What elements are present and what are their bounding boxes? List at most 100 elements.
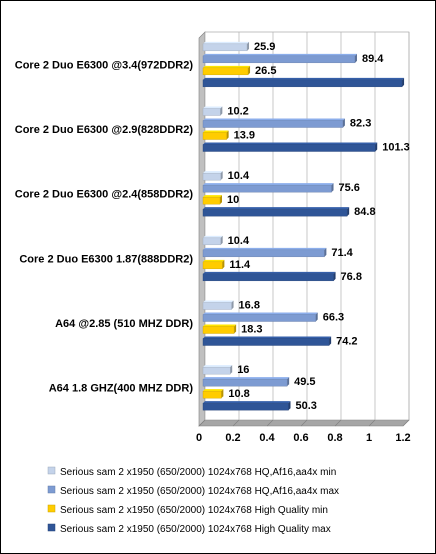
bar xyxy=(202,41,250,52)
bar-end xyxy=(220,235,223,245)
bar-end xyxy=(354,53,357,63)
data-label: 76.8 xyxy=(341,271,362,283)
bar-end xyxy=(231,300,234,310)
bar-end xyxy=(333,271,336,281)
bar-face xyxy=(202,67,249,76)
bar-face xyxy=(202,79,403,88)
bar-top xyxy=(203,235,223,238)
bar-face xyxy=(202,366,231,375)
bar-face xyxy=(202,144,376,152)
bar xyxy=(202,183,334,193)
bar-end xyxy=(375,142,378,152)
data-label: 89.4 xyxy=(362,53,384,65)
bar-end xyxy=(221,389,224,399)
data-label: 18.3 xyxy=(241,324,262,336)
floor-gridline xyxy=(198,419,206,427)
bar-end xyxy=(288,401,291,411)
bar xyxy=(202,53,357,64)
legend-swatch xyxy=(47,485,56,494)
bar-face xyxy=(202,132,227,140)
bar-face xyxy=(202,208,348,217)
bar xyxy=(202,365,233,375)
bar-face xyxy=(202,172,221,181)
x-tick-label: 0.6 xyxy=(293,432,308,444)
bar xyxy=(202,235,223,246)
category-label: Core 2 Duo E6300 @2.4(858DDR2) xyxy=(15,189,194,201)
bar-top xyxy=(203,300,234,303)
legend-entry: Serious sam 2 x1950 (650/2000) 1024x768 … xyxy=(60,505,328,516)
bar-top xyxy=(203,207,350,210)
bar-top xyxy=(203,106,223,109)
category-label: Core 2 Duo E6300 @2.9(828DDR2) xyxy=(15,124,194,136)
bar-face xyxy=(202,326,235,334)
bar-end xyxy=(234,324,237,334)
legend: Serious sam 2 x1950 (650/2000) 1024x768 … xyxy=(47,466,339,535)
bar-face xyxy=(202,55,356,64)
bar-top xyxy=(203,247,327,250)
data-label: 10.8 xyxy=(228,388,249,400)
bar-top xyxy=(203,365,233,368)
bar-top xyxy=(203,377,290,380)
bar xyxy=(202,324,237,334)
bar-top xyxy=(203,312,318,315)
bar-end xyxy=(402,77,405,87)
floor-gridline xyxy=(402,419,410,427)
bar-face xyxy=(202,338,330,346)
bar-face xyxy=(202,108,221,116)
bar-top xyxy=(203,118,345,121)
floor-gridline xyxy=(334,419,342,427)
x-tick-label: 0.8 xyxy=(327,432,342,444)
floor-gridline xyxy=(266,419,274,427)
data-label: 71.4 xyxy=(331,247,353,259)
data-label: 16.8 xyxy=(239,300,260,312)
bar xyxy=(202,336,332,346)
bar-face xyxy=(202,237,221,246)
bar-end xyxy=(220,195,222,205)
data-label: 10 xyxy=(227,194,239,206)
floor-gridline xyxy=(232,419,240,427)
data-label: 25.9 xyxy=(254,41,275,53)
x-tick-label: 1.2 xyxy=(395,432,410,444)
bar-end xyxy=(287,377,290,387)
data-label: 11.4 xyxy=(229,259,251,271)
bar-face xyxy=(202,314,316,322)
bar-end xyxy=(222,259,225,269)
bar xyxy=(202,271,336,282)
data-label: 13.9 xyxy=(234,130,255,142)
floor-gridline xyxy=(300,419,308,427)
legend-entry: Serious sam 2 x1950 (650/2000) 1024x768 … xyxy=(60,467,336,478)
bar-top xyxy=(203,171,223,174)
bar-end xyxy=(230,365,233,375)
bar-top xyxy=(203,183,334,186)
bar-top xyxy=(203,195,222,198)
x-tick-label: 0.2 xyxy=(225,432,240,444)
data-label: 82.3 xyxy=(350,118,371,130)
bar-face xyxy=(202,402,289,411)
bar-end xyxy=(247,41,250,51)
bar-end xyxy=(226,130,229,140)
bar xyxy=(202,118,345,128)
data-label: 16 xyxy=(237,364,249,376)
bar-top xyxy=(203,65,251,68)
bar xyxy=(202,300,234,310)
bar xyxy=(202,389,224,399)
bar-end xyxy=(324,247,327,257)
data-label: 75.6 xyxy=(339,182,360,194)
category-label: Core 2 Duo E6300 @3.4(972DDR2) xyxy=(15,59,194,71)
bar-end xyxy=(347,207,350,217)
bar-end xyxy=(329,336,332,346)
bar-top xyxy=(203,142,378,145)
data-label: 74.2 xyxy=(336,336,357,348)
bar xyxy=(202,65,251,76)
data-label: 26.5 xyxy=(255,65,276,77)
legend-entry: Serious sam 2 x1950 (650/2000) 1024x768 … xyxy=(60,486,339,497)
bar-top xyxy=(203,324,237,327)
bar-top xyxy=(203,401,291,404)
bar-face xyxy=(202,196,221,205)
bar-top xyxy=(203,41,250,44)
bar-top xyxy=(203,336,332,339)
bar-face xyxy=(202,273,334,282)
bar-face xyxy=(202,261,223,270)
category-label: Core 2 Duo E6300 1.87(888DDR2) xyxy=(19,253,193,265)
bar-top xyxy=(203,77,405,80)
